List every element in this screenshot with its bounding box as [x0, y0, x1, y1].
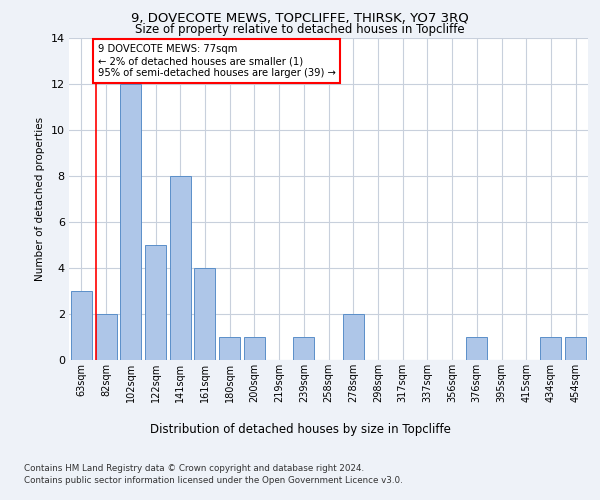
Bar	[565, 337, 586, 360]
Bar	[219, 337, 240, 360]
Bar	[541, 337, 562, 360]
Bar	[95, 314, 116, 360]
Bar	[244, 337, 265, 360]
Y-axis label: Number of detached properties: Number of detached properties	[35, 116, 45, 281]
Bar	[343, 314, 364, 360]
Text: Contains HM Land Registry data © Crown copyright and database right 2024.: Contains HM Land Registry data © Crown c…	[24, 464, 364, 473]
Text: Size of property relative to detached houses in Topcliffe: Size of property relative to detached ho…	[135, 22, 465, 36]
Bar	[170, 176, 191, 360]
Text: Distribution of detached houses by size in Topcliffe: Distribution of detached houses by size …	[149, 422, 451, 436]
Text: 9 DOVECOTE MEWS: 77sqm
← 2% of detached houses are smaller (1)
95% of semi-detac: 9 DOVECOTE MEWS: 77sqm ← 2% of detached …	[98, 44, 335, 78]
Text: Contains public sector information licensed under the Open Government Licence v3: Contains public sector information licen…	[24, 476, 403, 485]
Bar	[466, 337, 487, 360]
Bar	[194, 268, 215, 360]
Bar	[71, 291, 92, 360]
Bar	[145, 245, 166, 360]
Bar	[120, 84, 141, 360]
Bar	[293, 337, 314, 360]
Text: 9, DOVECOTE MEWS, TOPCLIFFE, THIRSK, YO7 3RQ: 9, DOVECOTE MEWS, TOPCLIFFE, THIRSK, YO7…	[131, 12, 469, 24]
